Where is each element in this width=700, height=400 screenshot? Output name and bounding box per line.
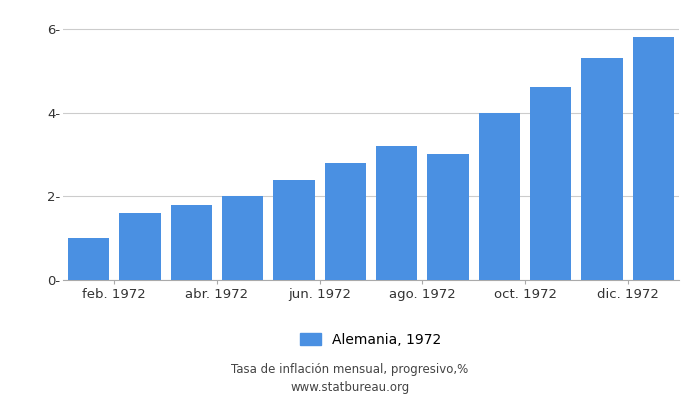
Bar bbox=[582, 58, 622, 280]
Bar bbox=[68, 238, 109, 280]
Bar bbox=[530, 87, 571, 280]
Bar bbox=[325, 163, 366, 280]
Bar bbox=[274, 180, 314, 280]
Bar bbox=[633, 37, 674, 280]
Bar bbox=[222, 196, 263, 280]
Bar bbox=[171, 205, 212, 280]
Bar bbox=[479, 112, 520, 280]
Text: www.statbureau.org: www.statbureau.org bbox=[290, 382, 410, 394]
Legend: Alemania, 1972: Alemania, 1972 bbox=[300, 332, 442, 346]
Text: Tasa de inflación mensual, progresivo,%: Tasa de inflación mensual, progresivo,% bbox=[232, 364, 468, 376]
Bar bbox=[376, 146, 417, 280]
Bar bbox=[120, 213, 160, 280]
Bar bbox=[428, 154, 468, 280]
